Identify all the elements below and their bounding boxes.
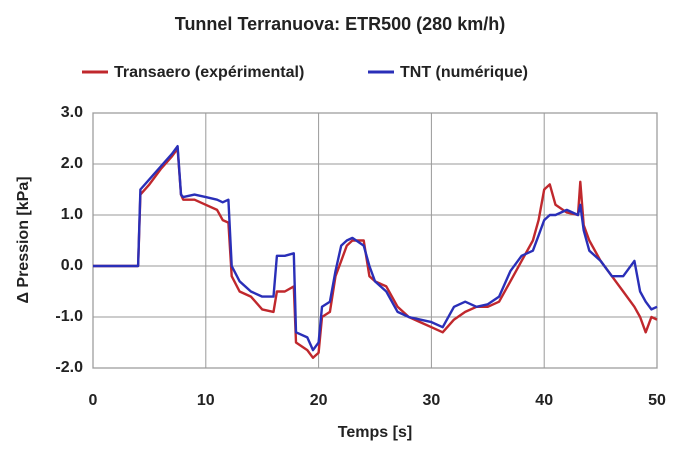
legend-label: Transaero (expérimental) — [114, 64, 304, 81]
legend-label: TNT (numérique) — [400, 64, 528, 81]
y-tick-label: 1.0 — [61, 206, 83, 223]
x-tick-label: 50 — [648, 392, 666, 409]
y-tick-label: 0.0 — [61, 257, 83, 274]
x-tick-label: 30 — [423, 392, 441, 409]
x-tick-label: 20 — [310, 392, 328, 409]
x-tick-label: 40 — [535, 392, 553, 409]
y-tick-label: 2.0 — [61, 155, 83, 172]
y-tick-label: -1.0 — [55, 308, 83, 325]
chart-title: Tunnel Terranuova: ETR500 (280 km/h) — [175, 14, 505, 34]
x-axis-label: Temps [s] — [338, 424, 412, 441]
y-tick-label: 3.0 — [61, 104, 83, 121]
y-tick-label: -2.0 — [55, 359, 83, 376]
x-tick-label: 10 — [197, 392, 215, 409]
chart: Tunnel Terranuova: ETR500 (280 km/h) Tem… — [0, 0, 674, 454]
x-tick-label: 0 — [89, 392, 98, 409]
y-axis-label: Δ Pression [kPa] — [15, 176, 32, 303]
